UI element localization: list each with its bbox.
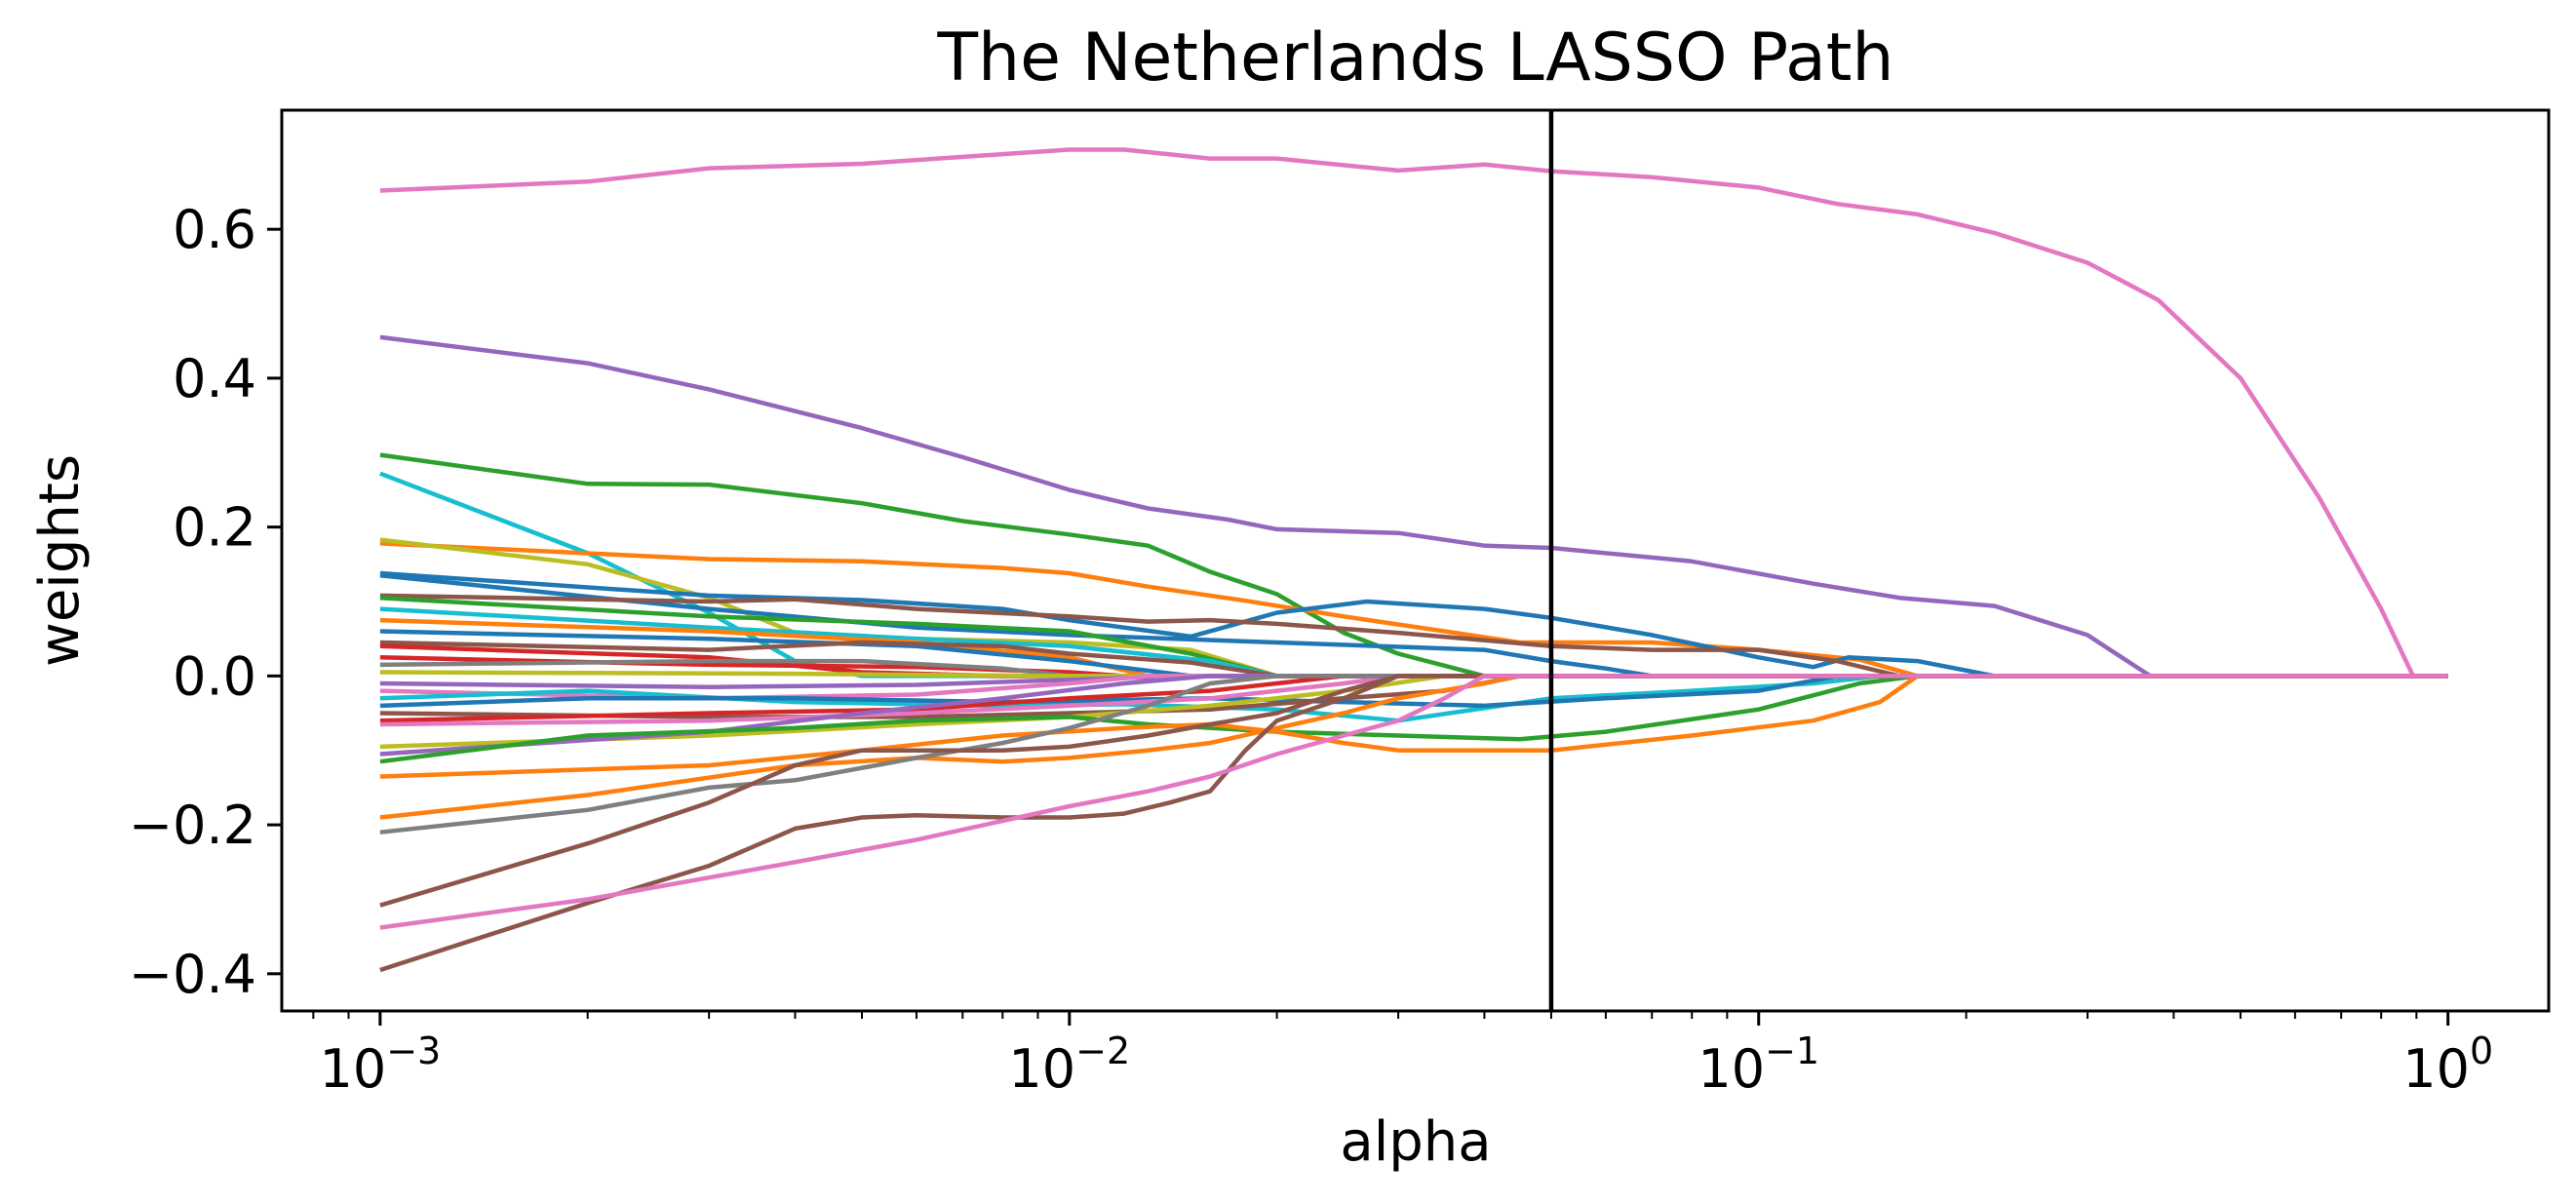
plot-frame bbox=[280, 108, 2551, 1013]
x-tick-label-4: 100 bbox=[2402, 1029, 2493, 1100]
x-tick-label-2: 10−2 bbox=[1008, 1029, 1130, 1100]
x-axis-label: alpha bbox=[1340, 1110, 1491, 1174]
series-line-28 bbox=[379, 674, 2448, 764]
series-line-9 bbox=[379, 593, 2448, 679]
y-tick-label-4: 0.0 bbox=[173, 645, 256, 707]
series-line-2 bbox=[379, 334, 2448, 679]
y-tick-label-2: 0.4 bbox=[173, 348, 256, 409]
series-line-33 bbox=[379, 674, 2448, 973]
x-tick-label-1: 10−3 bbox=[319, 1029, 441, 1100]
series-line-7 bbox=[379, 570, 2448, 679]
series-line-34 bbox=[379, 674, 2448, 930]
series-line-26 bbox=[379, 674, 2448, 750]
chart-title: The Netherlands LASSO Path bbox=[936, 19, 1893, 97]
series-line-14 bbox=[379, 640, 2448, 679]
y-axis-label: weights bbox=[28, 454, 92, 667]
x-axis-ticks: 10−3 10−2 10−1 100 bbox=[312, 1011, 2493, 1100]
y-tick-label-6: −0.4 bbox=[129, 944, 256, 1005]
x-tick-label-3: 10−1 bbox=[1698, 1029, 1819, 1100]
series-line-22 bbox=[379, 674, 2448, 709]
y-axis-ticks: 0.6 0.4 0.2 0.0 −0.2 −0.4 bbox=[129, 199, 282, 1005]
series-line-31 bbox=[379, 674, 2448, 835]
series-line-1 bbox=[379, 147, 2448, 679]
series-line-32 bbox=[379, 674, 2448, 908]
y-tick-label-3: 0.2 bbox=[173, 497, 256, 559]
y-tick-label-1: 0.6 bbox=[173, 199, 256, 260]
series-line-5 bbox=[379, 541, 2448, 679]
series-lines bbox=[379, 147, 2448, 973]
y-tick-label-5: −0.2 bbox=[129, 795, 256, 856]
series-line-29 bbox=[379, 674, 2448, 779]
series-line-3 bbox=[379, 452, 2448, 679]
